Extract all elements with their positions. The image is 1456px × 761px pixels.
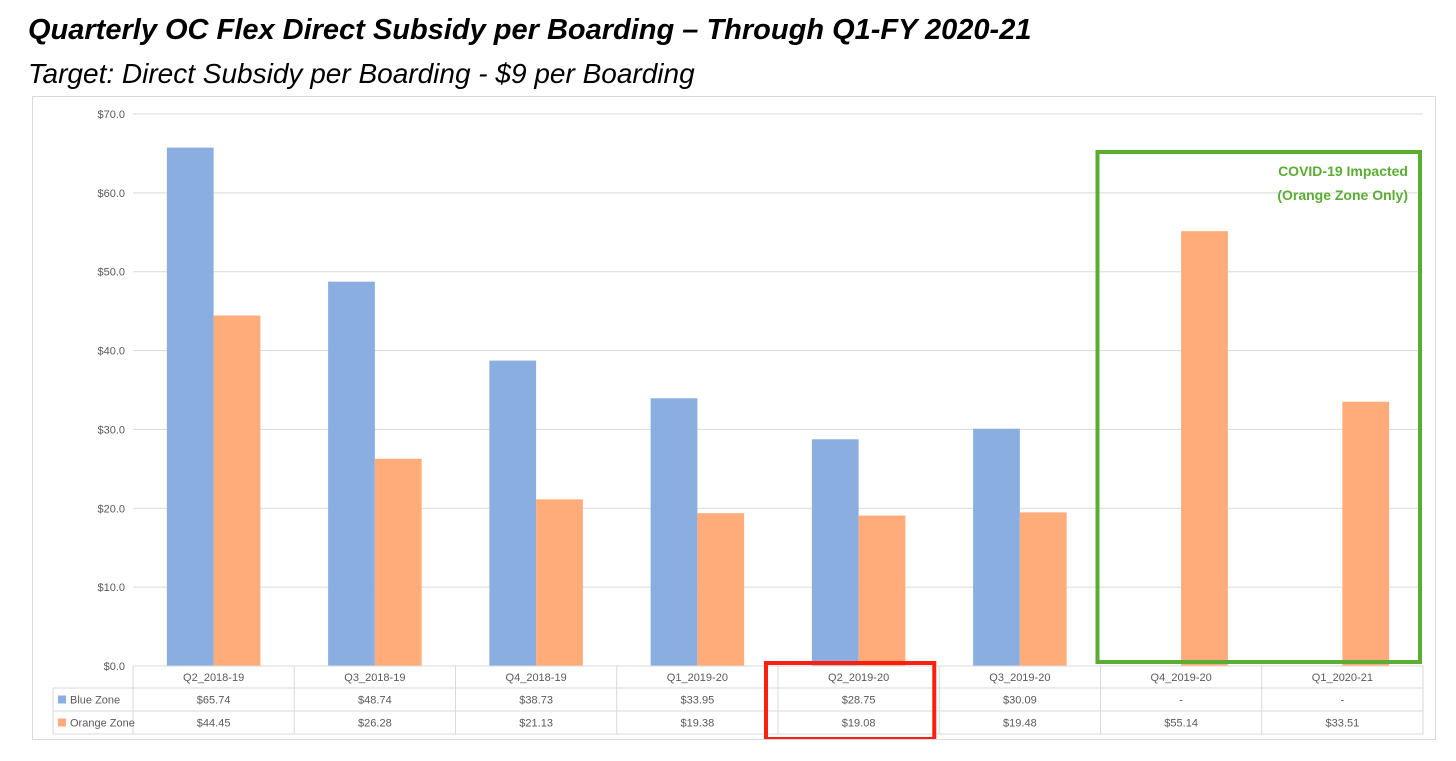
bar-orange-zone	[858, 515, 906, 666]
bar-orange-zone	[1342, 401, 1390, 666]
table-value: $65.74	[197, 695, 231, 707]
legend-swatch	[58, 718, 66, 727]
bar-orange-zone	[374, 458, 422, 666]
category-label: Q3_2018-19	[344, 672, 405, 684]
category-label: Q4_2018-19	[506, 672, 567, 684]
table-value: $26.28	[358, 718, 392, 730]
table-value: $30.09	[1003, 695, 1037, 707]
category-label: Q2_2019-20	[828, 672, 889, 684]
bar-blue-zone	[973, 428, 1020, 666]
y-tick-label: $30.0	[97, 424, 125, 436]
bar-blue-zone	[166, 147, 214, 666]
bar-blue-zone	[650, 398, 698, 666]
category-label: Q1_2020-21	[1312, 672, 1373, 684]
table-value: $38.73	[519, 695, 553, 707]
category-label: Q3_2019-20	[989, 672, 1050, 684]
table-value: $19.48	[1003, 718, 1037, 730]
table-value: $44.45	[197, 718, 231, 730]
y-tick-label: $40.0	[97, 346, 125, 358]
covid-annotation-text: (Orange Zone Only)	[1277, 187, 1408, 203]
bar-blue-zone	[489, 360, 537, 666]
table-value: $48.74	[358, 695, 392, 707]
table-value: $19.08	[842, 718, 876, 730]
highlight-box	[764, 661, 937, 739]
bar-orange-zone	[1019, 512, 1067, 666]
y-tick-label: $50.0	[97, 267, 125, 279]
y-tick-label: $0.0	[104, 661, 125, 673]
table-value: -	[1341, 695, 1345, 707]
y-tick-label: $20.0	[97, 503, 125, 515]
bar-blue-zone	[328, 281, 375, 666]
table-value: $33.51	[1326, 718, 1360, 730]
chart-title: Quarterly OC Flex Direct Subsidy per Boa…	[28, 14, 1032, 46]
bar-orange-zone	[213, 315, 261, 666]
bar-orange-zone	[1181, 231, 1228, 667]
table-value: $19.38	[681, 718, 715, 730]
y-tick-label: $60.0	[97, 188, 125, 200]
bar-orange-zone	[536, 499, 583, 666]
table-value: $55.14	[1164, 718, 1198, 730]
category-label: Q2_2018-19	[183, 672, 244, 684]
category-label: Q1_2019-20	[667, 672, 728, 684]
table-value: $33.95	[681, 695, 715, 707]
legend-label: Orange Zone	[70, 718, 135, 730]
table-value: $21.13	[519, 718, 553, 730]
bar-orange-zone	[697, 513, 745, 666]
covid-annotation-text: COVID-19 Impacted	[1278, 163, 1408, 179]
chart-area: $0.0 $10.0 $20.0 $30.0 $40.0 $50.0 $60.0 $70.0 Q…	[32, 96, 1436, 740]
y-tick-label: $70.0	[97, 109, 125, 121]
legend-label: Blue Zone	[70, 695, 120, 707]
bar-blue-zone	[811, 439, 859, 666]
legend-swatch	[58, 695, 66, 704]
table-value: $28.75	[842, 695, 876, 707]
chart-subtitle: Target: Direct Subsidy per Boarding - $9…	[28, 58, 695, 89]
table-value: -	[1179, 695, 1183, 707]
covid-impacted-box	[1095, 150, 1422, 664]
bar-chart: $0.0 $10.0 $20.0 $30.0 $40.0 $50.0 $60.0 $70.0 Q…	[52, 109, 1424, 739]
y-tick-label: $10.0	[97, 582, 125, 594]
category-label: Q4_2019-20	[1151, 672, 1212, 684]
